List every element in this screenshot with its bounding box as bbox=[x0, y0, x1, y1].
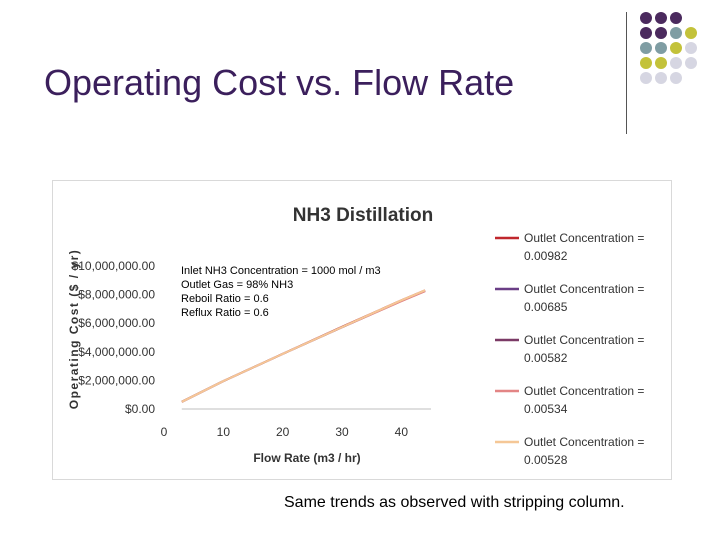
y-tick-label: $6,000,000.00 bbox=[78, 316, 155, 330]
chart-svg: NH3 Distillation $0.00 $2,000,000.00 $4,00… bbox=[67, 205, 644, 467]
x-axis-label: Flow Rate (m3 / hr) bbox=[253, 451, 360, 465]
annotation-line: Inlet NH3 Concentration = 1000 mol / m3 bbox=[181, 265, 381, 277]
x-tick-label: 20 bbox=[276, 425, 290, 439]
x-tick-label: 40 bbox=[395, 425, 409, 439]
decorative-dot bbox=[655, 27, 667, 39]
slide-caption: Same trends as observed with stripping c… bbox=[284, 494, 625, 511]
legend-label-value: 0.00528 bbox=[524, 453, 568, 467]
y-tick-label: $2,000,000.00 bbox=[78, 373, 155, 387]
decorative-dot bbox=[685, 27, 697, 39]
legend-label: Outlet Concentration = bbox=[524, 435, 644, 449]
chart-legend: Outlet Concentration = 0.00982 Outlet Conc… bbox=[495, 231, 644, 467]
x-tick-label: 0 bbox=[161, 425, 168, 439]
decorative-dot bbox=[640, 57, 652, 69]
chart-frame: NH3 Distillation $0.00 $2,000,000.00 $4,00… bbox=[52, 180, 672, 480]
legend-label-value: 0.00534 bbox=[524, 402, 568, 416]
decorative-dot bbox=[655, 72, 667, 84]
decorative-dot bbox=[670, 57, 682, 69]
slide-title: Operating Cost vs. Flow Rate bbox=[44, 62, 515, 103]
y-tick-label: $10,000,000.00 bbox=[72, 259, 156, 273]
decorative-dot bbox=[670, 27, 682, 39]
legend-label: Outlet Concentration = bbox=[524, 231, 644, 245]
decorative-dot bbox=[655, 42, 667, 54]
decorative-dot bbox=[640, 27, 652, 39]
annotation-line: Reboil Ratio = 0.6 bbox=[181, 293, 269, 305]
annotation-line: Outlet Gas = 98% NH3 bbox=[181, 279, 293, 291]
x-tick-label: 30 bbox=[335, 425, 349, 439]
y-axis-label: Operating Cost ($ / yr) bbox=[67, 249, 81, 410]
chart-annotation: Inlet NH3 Concentration = 1000 mol / m3 O… bbox=[181, 265, 381, 319]
series-line bbox=[181, 289, 426, 403]
decorative-dot bbox=[670, 12, 682, 24]
y-tick-label: $4,000,000.00 bbox=[78, 345, 155, 359]
decorative-dot bbox=[655, 12, 667, 24]
chart-series-lines bbox=[181, 289, 426, 403]
chart-title: NH3 Distillation bbox=[293, 205, 433, 226]
legend-label: Outlet Concentration = bbox=[524, 333, 644, 347]
legend-label: Outlet Concentration = bbox=[524, 282, 644, 296]
decorative-dot bbox=[640, 12, 652, 24]
annotation-line: Reflux Ratio = 0.6 bbox=[181, 307, 269, 319]
decorative-dot bbox=[670, 72, 682, 84]
legend-label-value: 0.00982 bbox=[524, 249, 568, 263]
decorative-dot bbox=[685, 57, 697, 69]
y-tick-label: $0.00 bbox=[125, 402, 155, 416]
decorative-dot bbox=[640, 72, 652, 84]
decorative-dot bbox=[685, 42, 697, 54]
y-tick-label: $8,000,000.00 bbox=[78, 288, 155, 302]
title-divider-line bbox=[626, 12, 627, 134]
chart-axes: $0.00 $2,000,000.00 $4,000,000.00 $6,000,00… bbox=[72, 259, 431, 439]
decorative-dot bbox=[640, 42, 652, 54]
legend-label-value: 0.00685 bbox=[524, 300, 568, 314]
x-tick-label: 10 bbox=[217, 425, 231, 439]
legend-label: Outlet Concentration = bbox=[524, 384, 644, 398]
decorative-dot bbox=[670, 42, 682, 54]
legend-label-value: 0.00582 bbox=[524, 351, 568, 365]
decorative-dot bbox=[655, 57, 667, 69]
